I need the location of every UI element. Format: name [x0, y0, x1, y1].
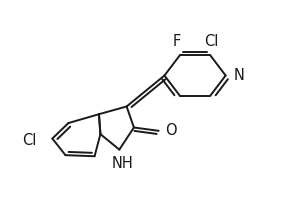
Text: F: F — [173, 34, 181, 49]
Text: Cl: Cl — [204, 34, 218, 49]
Text: N: N — [234, 68, 245, 83]
Text: NH: NH — [111, 156, 133, 171]
Text: Cl: Cl — [22, 133, 36, 148]
Text: O: O — [165, 123, 177, 138]
